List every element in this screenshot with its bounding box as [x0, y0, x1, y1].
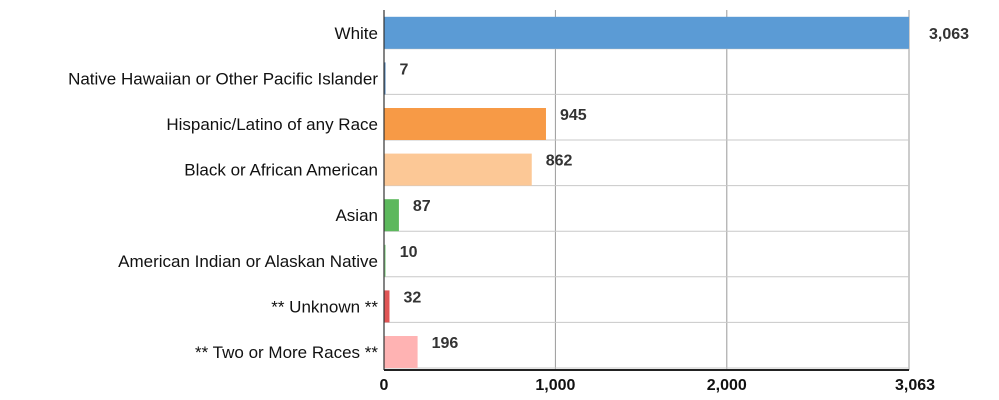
bar-american-indian-or-alaskan-native[interactable] [384, 244, 386, 277]
bar-asian[interactable] [384, 199, 399, 232]
category-label: American Indian or Alaskan Native [118, 252, 378, 271]
category-label: ** Two or More Races ** [195, 343, 378, 362]
category-label: Hispanic/Latino of any Race [166, 115, 378, 134]
gridlines [383, 10, 910, 370]
value-label: 32 [403, 289, 421, 306]
bar-two-or-more-races[interactable] [384, 336, 418, 368]
value-label: 862 [546, 153, 573, 170]
value-label: 196 [432, 335, 459, 352]
bar-hispanic-latino-of-any-race[interactable] [384, 108, 546, 140]
value-label: 3,063 [929, 26, 969, 43]
x-tick-label: 3,063 [895, 377, 935, 394]
category-label: Native Hawaiian or Other Pacific Islande… [68, 69, 378, 88]
category-label: Black or African American [184, 161, 378, 180]
value-label: 7 [400, 61, 409, 78]
labels: White 3,063 Native Hawaiian or Other Pacif… [68, 24, 969, 362]
bar-unknown[interactable] [384, 290, 390, 323]
value-label: 945 [560, 107, 587, 124]
x-tick-label: 1,000 [535, 377, 575, 394]
value-label: 10 [400, 244, 418, 261]
category-label: ** Unknown ** [271, 297, 378, 316]
bar-native-hawaiian-or-other-pacific-islander[interactable] [384, 62, 386, 95]
axes: 0 1,000 2,000 3,063 [380, 10, 935, 394]
bars [384, 16, 909, 368]
bar-white[interactable] [384, 16, 909, 49]
bar-black-or-african-american[interactable] [384, 153, 532, 186]
value-label: 87 [413, 198, 431, 215]
x-tick-label: 0 [380, 377, 389, 394]
x-tick-label: 2,000 [707, 377, 747, 394]
category-label: White [335, 24, 378, 43]
category-label: Asian [335, 206, 378, 225]
